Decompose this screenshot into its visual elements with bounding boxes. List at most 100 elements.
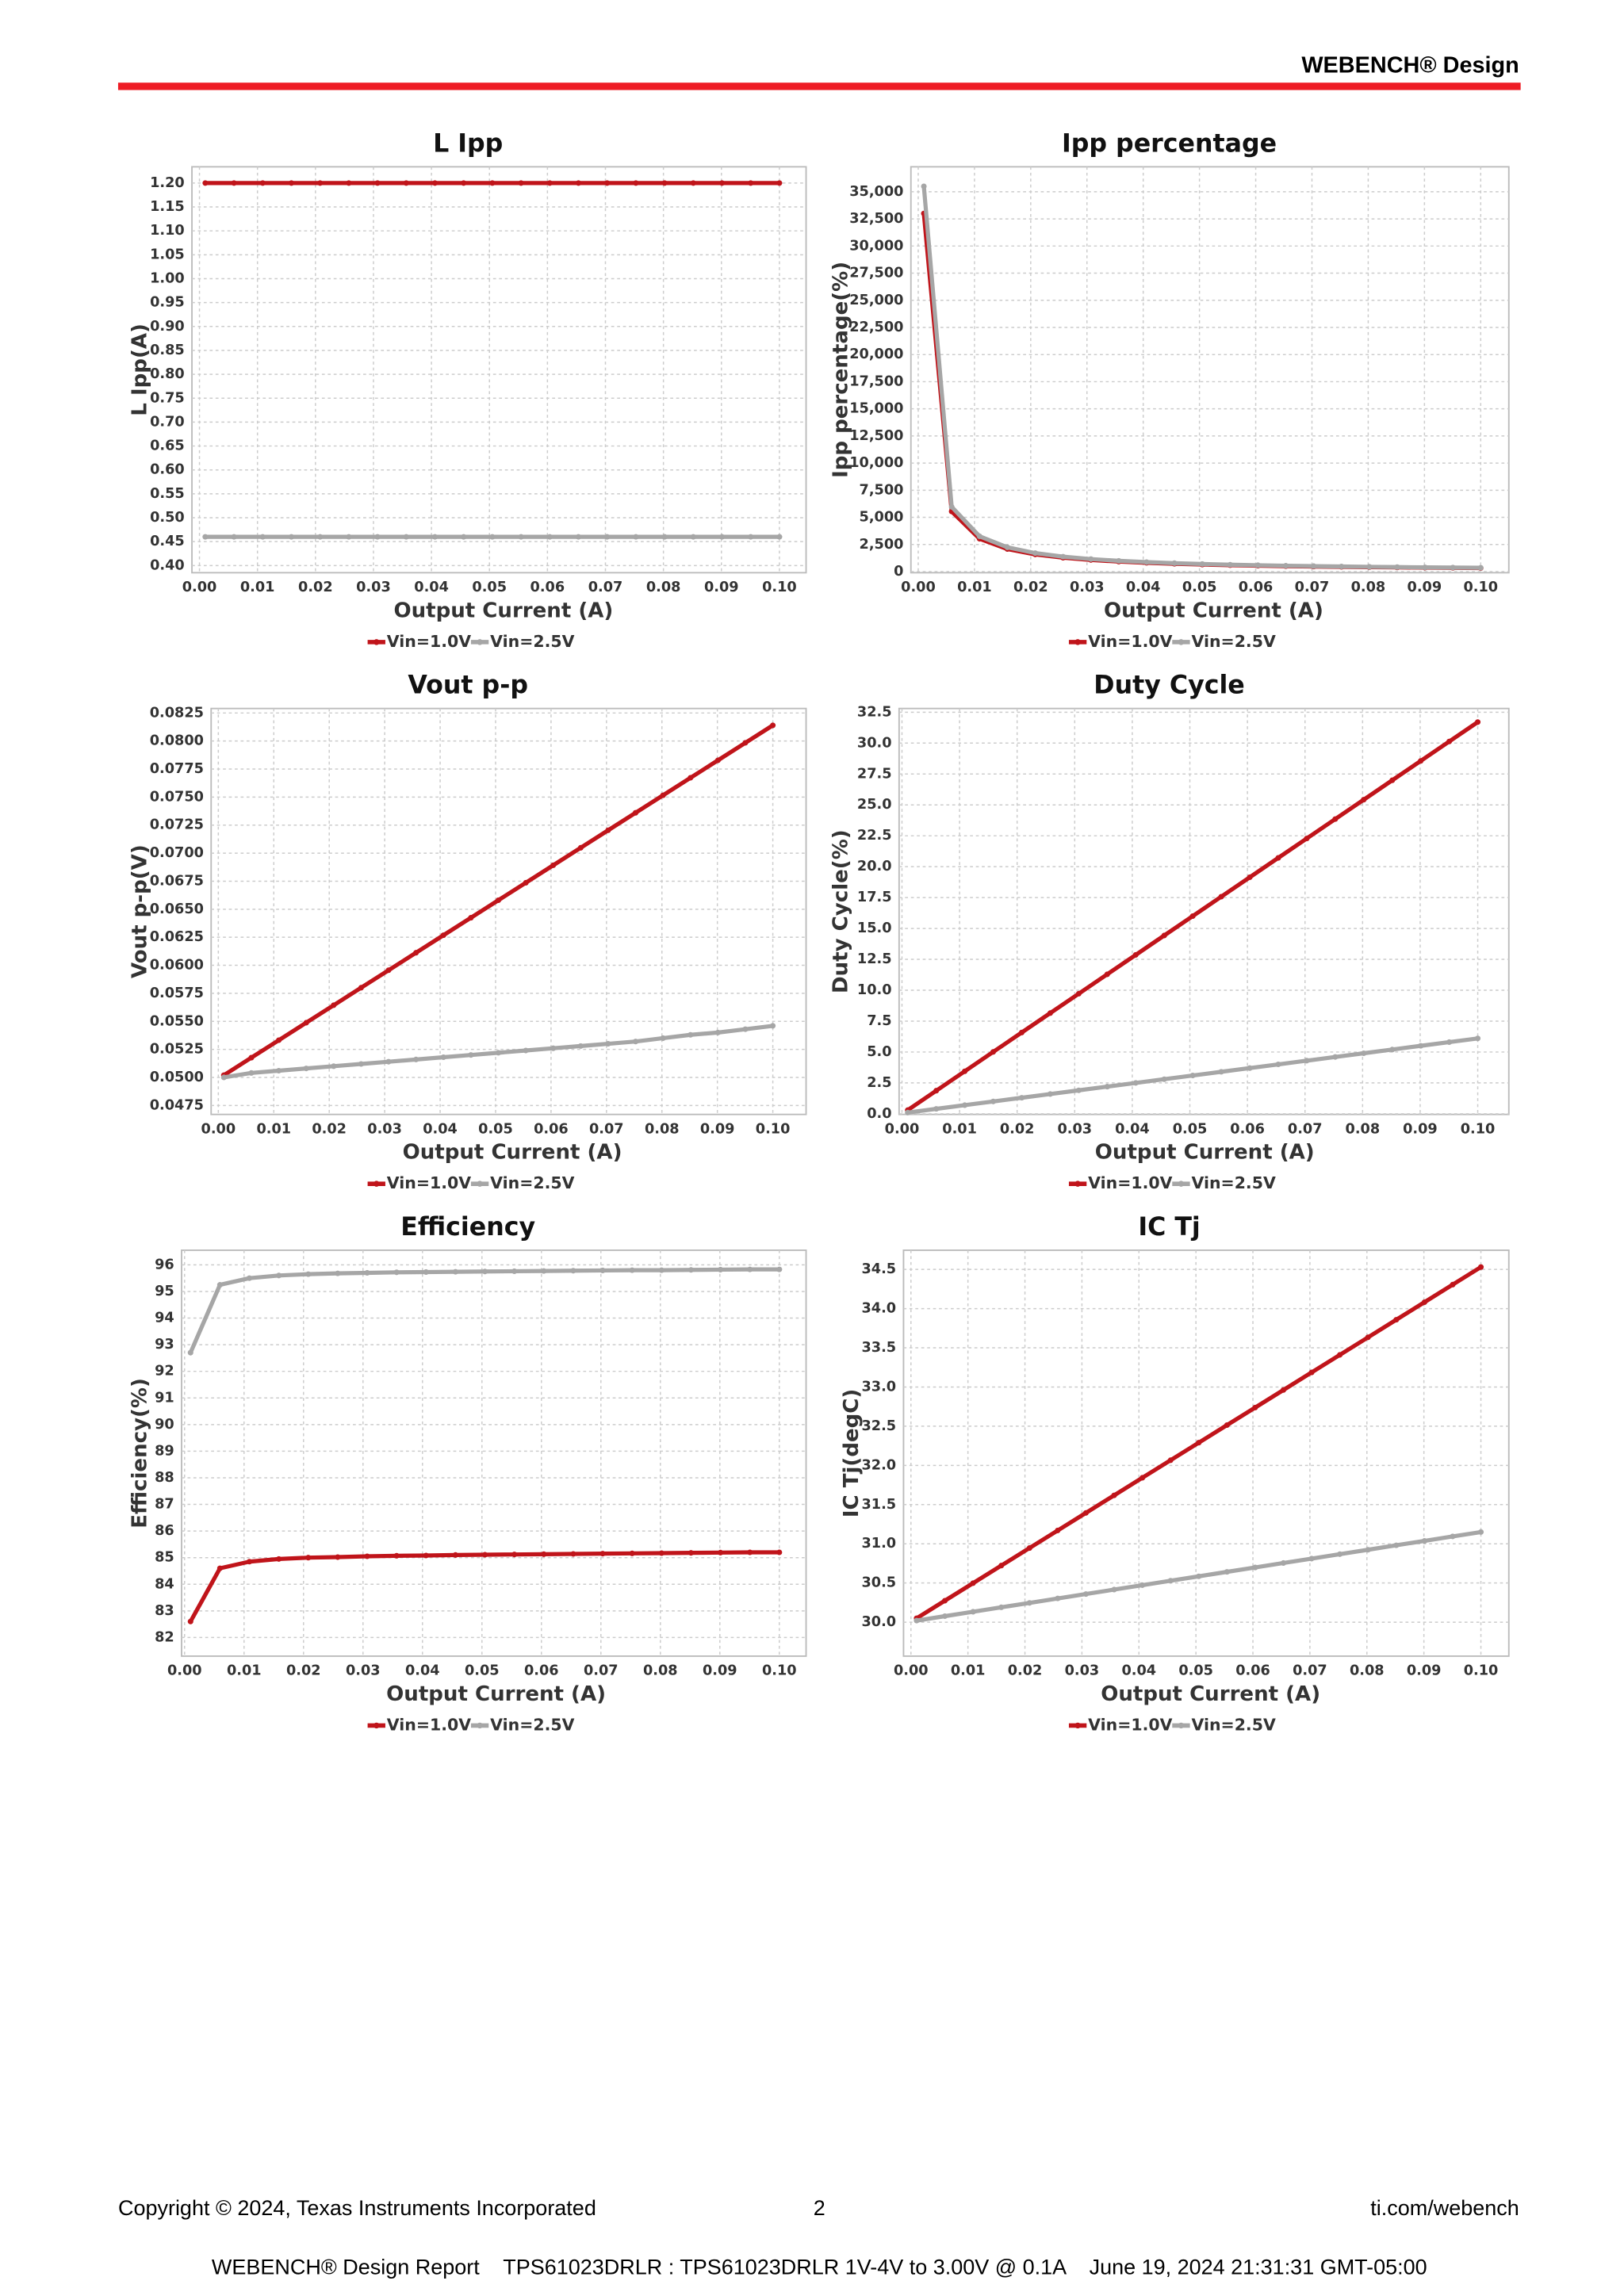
x-tick-label: 0.08 (1350, 1663, 1385, 1679)
data-point (358, 1061, 364, 1067)
data-point (1167, 1457, 1174, 1464)
x-tick-label: 0.01 (942, 1121, 977, 1137)
data-point (1196, 1573, 1202, 1579)
data-point (990, 1098, 997, 1104)
data-point (1332, 1054, 1339, 1060)
data-point (570, 1268, 576, 1274)
y-tick-label: 35,000 (849, 184, 903, 200)
data-point (1247, 874, 1253, 881)
data-point (276, 1556, 282, 1562)
x-tick-label: 0.03 (356, 580, 391, 595)
y-tick-label: 0.55 (150, 486, 185, 502)
data-point (661, 180, 668, 186)
y-tick-label: 0.0750 (150, 789, 204, 805)
data-point (1139, 1475, 1146, 1481)
y-tick-label: 0.0625 (150, 929, 204, 945)
x-tick-label: 0.02 (298, 580, 333, 595)
data-point (942, 1598, 948, 1604)
y-tick-label: 85 (155, 1550, 174, 1566)
x-tick-label: 0.01 (256, 1121, 291, 1137)
x-tick-label: 0.03 (1070, 580, 1105, 595)
x-tick-label: 0.02 (1013, 580, 1048, 595)
y-tick-label: 2,500 (860, 537, 904, 553)
data-point (718, 534, 726, 540)
x-axis-label: Output Current (A) (1101, 1682, 1320, 1706)
y-tick-label: 25.0 (857, 797, 892, 813)
data-point (481, 1269, 488, 1275)
y-tick-label: 1.10 (150, 223, 185, 239)
data-point (303, 1066, 309, 1072)
data-point (440, 932, 446, 939)
data-point (364, 1553, 370, 1559)
data-point (259, 534, 266, 540)
data-point (1366, 564, 1373, 570)
x-tick-label: 0.03 (1057, 1121, 1092, 1137)
x-tick-label: 0.06 (1230, 1121, 1265, 1137)
data-point (523, 1047, 529, 1054)
data-point (550, 1045, 557, 1051)
x-tick-label: 0.04 (1126, 580, 1161, 595)
x-tick-label: 0.02 (1008, 1663, 1043, 1679)
data-point (358, 985, 364, 991)
data-point (688, 775, 694, 781)
data-point (714, 1029, 721, 1035)
x-tick-label: 0.04 (414, 580, 449, 595)
data-point (393, 1269, 400, 1276)
data-point (742, 1026, 749, 1032)
data-point (550, 862, 557, 868)
x-tick-label: 0.01 (240, 580, 275, 595)
y-tick-label: 0.0500 (150, 1070, 204, 1085)
x-tick-label: 0.00 (201, 1121, 236, 1137)
data-point (335, 1270, 341, 1276)
y-tick-label: 25,000 (849, 293, 903, 308)
data-point (599, 1267, 606, 1273)
y-tick-label: 33.0 (862, 1379, 897, 1395)
y-tick-label: 0.0775 (150, 761, 204, 777)
data-point (248, 1070, 255, 1076)
legend-marker (477, 1722, 483, 1729)
data-point (575, 180, 582, 186)
y-tick-label: 0.45 (150, 534, 185, 549)
x-tick-label: 0.05 (472, 580, 507, 595)
y-tick-label: 0.0800 (150, 733, 204, 749)
data-point (431, 534, 439, 540)
footer-report: WEBENCH® Design Report TPS61023DRLR : TP… (212, 2256, 1427, 2279)
data-point (541, 1551, 547, 1557)
data-point (688, 1550, 694, 1556)
data-point (718, 180, 726, 186)
y-tick-label: 34.5 (862, 1261, 897, 1277)
y-tick-label: 88 (155, 1470, 174, 1486)
data-point (374, 180, 381, 186)
data-point (714, 757, 721, 763)
x-tick-label: 0.04 (1115, 1121, 1150, 1137)
data-point (511, 1268, 518, 1274)
y-tick-label: 20,000 (849, 346, 903, 362)
data-point (1478, 1529, 1484, 1535)
data-point (661, 534, 668, 540)
data-point (605, 827, 611, 833)
x-tick-label: 0.03 (1065, 1663, 1100, 1679)
data-point (1161, 932, 1167, 939)
x-axis-label: Output Current (A) (393, 599, 613, 622)
data-point (187, 1618, 193, 1624)
data-point (1418, 758, 1424, 764)
data-point (303, 1020, 309, 1026)
data-point (770, 722, 776, 729)
x-tick-label: 0.09 (704, 580, 739, 595)
data-point (276, 1037, 282, 1043)
data-point (518, 180, 524, 186)
data-point (1224, 1569, 1230, 1575)
chart-title: Vout p-p (408, 672, 528, 700)
y-tick-label: 17,500 (849, 373, 903, 389)
data-point (461, 534, 467, 540)
y-tick-label: 32.5 (857, 704, 892, 720)
x-tick-label: 0.04 (1121, 1663, 1156, 1679)
data-point (1393, 1317, 1400, 1323)
y-axis-label: Ipp percentage(%) (829, 262, 853, 478)
data-point (1475, 719, 1481, 725)
data-point (546, 534, 553, 540)
data-point (1075, 1087, 1082, 1093)
y-axis-label: IC Tj(degC) (840, 1389, 864, 1517)
data-point (288, 534, 295, 540)
